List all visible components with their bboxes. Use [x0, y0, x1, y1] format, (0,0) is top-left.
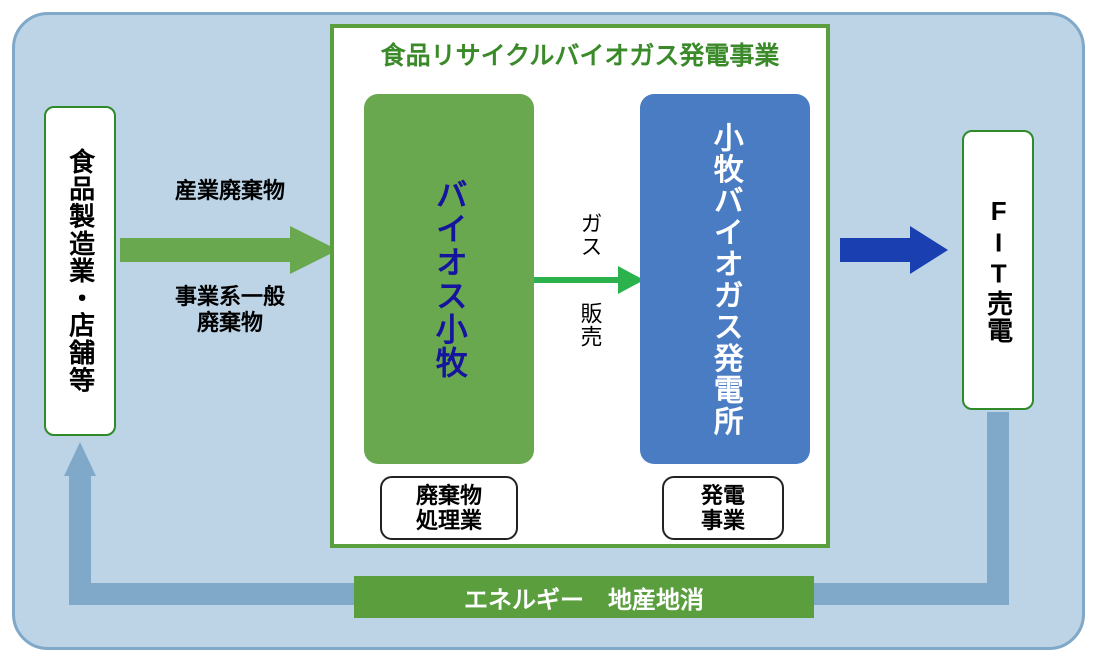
arrow-waste-bottom-label: 事業系一般 廃棄物	[130, 284, 330, 337]
feedback-label: エネルギー 地産地消	[354, 576, 814, 618]
center-title: 食品リサイクルバイオガス発電事業	[334, 36, 826, 72]
node-fit-sale: FIT売電	[962, 130, 1034, 410]
arrow-fit-output	[840, 222, 950, 278]
block-bios-komaki-label: バイオス小牧	[432, 178, 466, 380]
node-fit-sale-label: FIT売電	[984, 196, 1011, 345]
arrow-gas-sale	[534, 260, 644, 300]
arrow-gas-top-label: ガス	[550, 212, 630, 265]
node-food-sources: 食品製造業・店舗等	[44, 106, 116, 436]
arrow-waste-top-label: 産業廃棄物	[130, 178, 330, 204]
node-food-sources-label: 食品製造業・店舗等	[66, 148, 93, 394]
block-komaki-powerplant-label: 小牧バイオガス発電所	[709, 122, 741, 437]
arrow-waste-input	[120, 220, 340, 280]
arrow-gas-bottom-label: 販売	[550, 302, 630, 355]
diagram-canvas: 食品製造業・店舗等 産業廃棄物 事業系一般 廃棄物 食品リサイクルバイオガス発電…	[0, 0, 1097, 662]
